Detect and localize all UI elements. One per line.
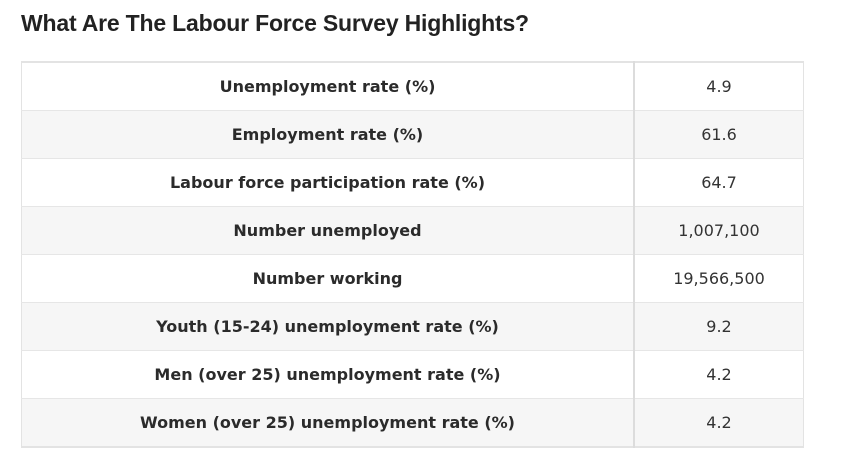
table-row: Unemployment rate (%) 4.9	[21, 62, 804, 111]
row-value: 1,007,100	[634, 206, 804, 255]
row-value: 4.9	[706, 77, 732, 96]
row-value: 9.2	[634, 302, 804, 351]
row-value: 4.2	[634, 398, 804, 447]
row-value: 64.7	[634, 158, 804, 207]
page-title: What Are The Labour Force Survey Highlig…	[21, 10, 529, 36]
table-row: Number unemployed 1,007,100	[21, 206, 804, 255]
row-label: Unemployment rate (%)	[21, 62, 635, 111]
table-row: Women (over 25) unemployment rate (%) 4.…	[21, 398, 804, 447]
row-value: 61.6	[634, 110, 804, 159]
row-label: Youth (15-24) unemployment rate (%)	[21, 302, 635, 351]
row-value: 19,566,500	[634, 254, 804, 303]
table-row: Men (over 25) unemployment rate (%) 4.2	[21, 350, 804, 399]
row-label: Men (over 25) unemployment rate (%)	[21, 350, 635, 399]
row-label: Women (over 25) unemployment rate (%)	[21, 398, 635, 447]
table-row: Youth (15-24) unemployment rate (%) 9.2	[21, 302, 804, 351]
labour-force-highlights-table: Unemployment rate (%) 4.9 Employment rat…	[21, 61, 804, 448]
table-row: Number working 19,566,500	[21, 254, 804, 303]
row-label: Number working	[21, 254, 635, 303]
row-label: Labour force participation rate (%)	[21, 158, 635, 207]
table-row: Employment rate (%) 61.6	[21, 110, 804, 159]
row-label: Employment rate (%)	[21, 110, 635, 159]
table-row: Labour force participation rate (%) 64.7	[21, 158, 804, 207]
row-label: Number unemployed	[21, 206, 635, 255]
row-value: 4.2	[634, 350, 804, 399]
